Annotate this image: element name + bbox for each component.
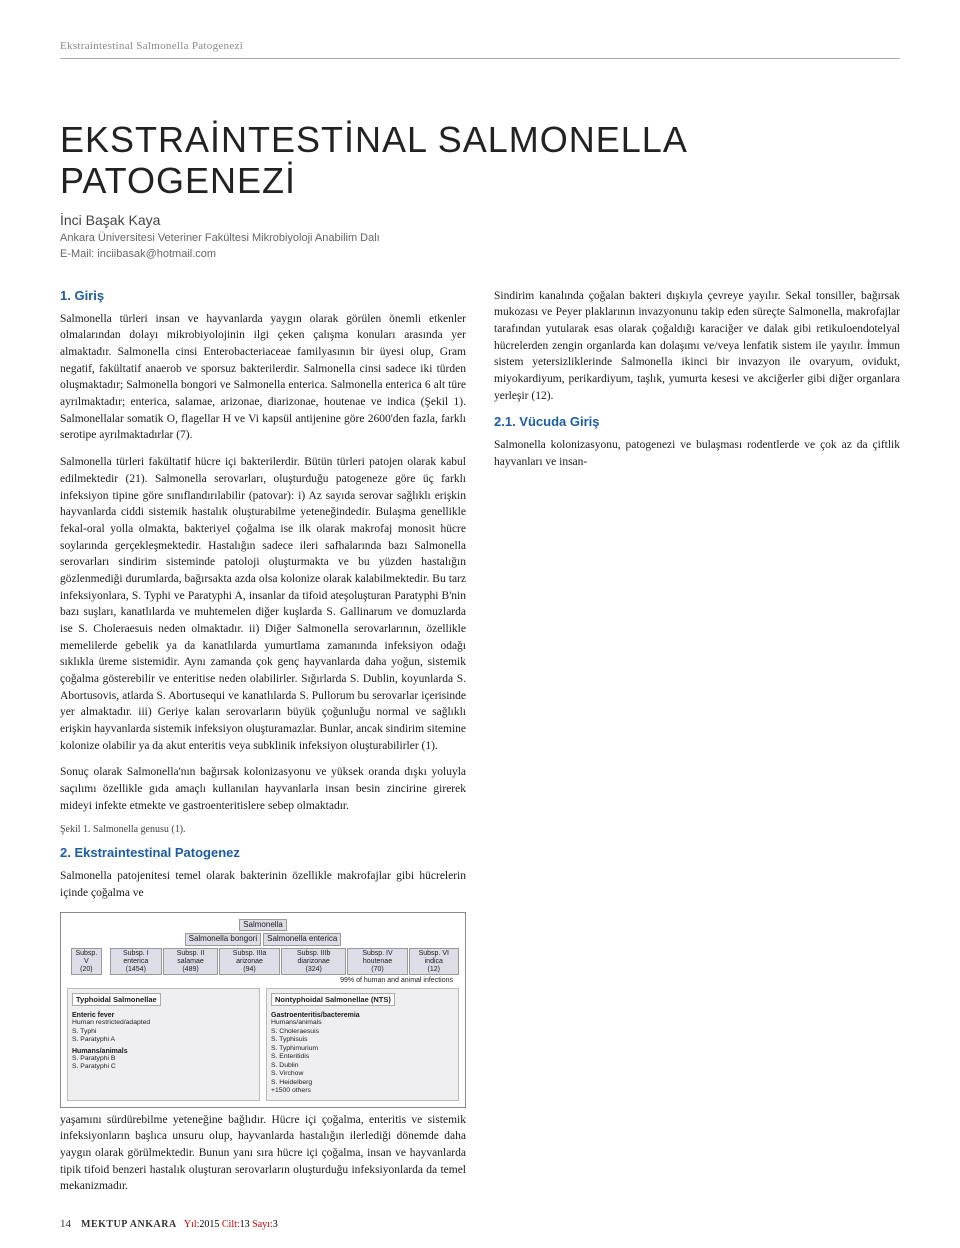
tree-species: Salmonella enterica [263,933,341,946]
paragraph: Sindirim kanalında çoğalan bakteri dışkı… [494,288,900,405]
panel-item: S. Choleraesuis [271,1028,454,1036]
typhoidal-panel: Typhoidal Salmonellae Enteric fever Huma… [67,988,260,1100]
body-columns: 1. Giriş Salmonella türleri insan ve hay… [60,288,900,1218]
paragraph: Salmonella türleri fakültatif hücre içi … [60,454,466,754]
panel-title: Nontyphoidal Salmonellae (NTS) [271,993,395,1006]
panel-item: S. Paratyphi A [72,1036,255,1044]
section-1-heading: 1. Giriş [60,288,466,303]
year-label: Yıl: [184,1219,200,1230]
subsp-label: Subsp. IV houtenae [362,950,392,965]
subsp-label: Subsp. IIIa arizonae [233,950,266,965]
paragraph: Salmonella patojenitesi temel olarak bak… [60,868,466,901]
subsp-label: Subsp. IIIb diarizonae [297,950,330,965]
section-2-1-heading: 2.1. Vücuda Giriş [494,414,900,429]
taxonomy-tree: Salmonella Salmonella bongori Salmonella… [67,919,459,1101]
panel-item: S. Typhisuis [271,1036,454,1044]
panel-item: S. Virchow [271,1070,454,1078]
panel-subsub: Humans/animals [271,1019,454,1027]
subsp-count: (489) [182,966,198,973]
paragraph: Salmonella türleri insan ve hayvanlarda … [60,311,466,444]
figure-note: 99% of human and animal infections [67,977,459,984]
panel-item: +1500 others [271,1087,454,1095]
subsp-count: (70) [371,966,383,973]
page: Ekstraintestinal Salmonella Patogenezi E… [0,0,960,1248]
tree-subsp: Subsp. I enterica(1454) [110,948,162,975]
panel-item: S. Paratyphi C [72,1063,255,1071]
tree-subsp: Subsp. IIIa arizonae(94) [219,948,280,975]
panel-subsub: Human restricted/adapted [72,1019,255,1027]
subsp-count: (94) [243,966,255,973]
tree-subsp: Subsp. VI indica(12) [409,948,459,975]
author-name: İnci Başak Kaya [60,212,900,228]
top-rule [60,58,900,59]
section-2-heading: 2. Ekstraintestinal Patogenez [60,845,466,860]
paragraph: yaşamını sürdürebilme yeteneğine bağlıdı… [60,1112,466,1195]
running-head: Ekstraintestinal Salmonella Patogenezi [60,40,900,52]
tree-root: Salmonella [239,919,287,932]
issue-label: Sayı: [252,1219,273,1230]
subsp-label: Subsp. V [75,950,97,965]
panel-subhead: Enteric fever [72,1012,255,1019]
author-email: E-Mail: inciibasak@hotmail.com [60,248,900,260]
tree-subsp: Subsp. IV houtenae(70) [347,948,407,975]
subsp-count: (12) [428,966,440,973]
subsp-count: (324) [306,966,322,973]
panel-subhead: Gastroenteritis/bacteremia [271,1012,454,1019]
figure-1: Salmonella Salmonella bongori Salmonella… [60,912,466,1108]
figure-panels: Typhoidal Salmonellae Enteric fever Huma… [67,988,459,1100]
nts-panel: Nontyphoidal Salmonellae (NTS) Gastroent… [266,988,459,1100]
subsp-label: Subsp. II salamae [177,950,205,965]
vol-label: Cilt: [222,1219,240,1230]
panel-item: S. Typhimurium [271,1045,454,1053]
magazine-name: MEKTUP ANKARA [81,1219,177,1230]
year-value: 2015 [199,1219,219,1230]
figure-1-caption: Şekil 1. Salmonella genusu (1). [60,824,466,835]
subsp-label: Subsp. I enterica [123,950,149,965]
paragraph: Sonuç olarak Salmonella'nın bağırsak kol… [60,764,466,814]
tree-subsp: Subsp. V (20) [71,948,102,975]
tree-species: Salmonella bongori [185,933,262,946]
tree-subsp: Subsp. II salamae(489) [163,948,218,975]
panel-subhead: Humans/animals [72,1048,255,1055]
panel-item: S. Paratyphi B [72,1055,255,1063]
subsp-count: (20) [80,966,92,973]
author-affiliation: Ankara Üniversitesi Veteriner Fakültesi … [60,232,900,244]
panel-item: S. Enteritidis [271,1053,454,1061]
panel-item: S. Heidelberg [271,1079,454,1087]
subsp-count: (1454) [126,966,146,973]
panel-title: Typhoidal Salmonellae [72,993,161,1006]
tree-subsp: Subsp. IIIb diarizonae(324) [281,948,347,975]
article-title: EKSTRAİNTESTİNAL SALMONELLA PATOGENEZİ [60,119,900,202]
vol-value: 13 [240,1219,250,1230]
panel-item: S. Dublin [271,1062,454,1070]
issue-value: 3 [273,1219,278,1230]
panel-item: S. Typhi [72,1028,255,1036]
subsp-label: Subsp. VI indica [419,950,449,965]
paragraph: Salmonella kolonizasyonu, patogenezi ve … [494,437,900,470]
